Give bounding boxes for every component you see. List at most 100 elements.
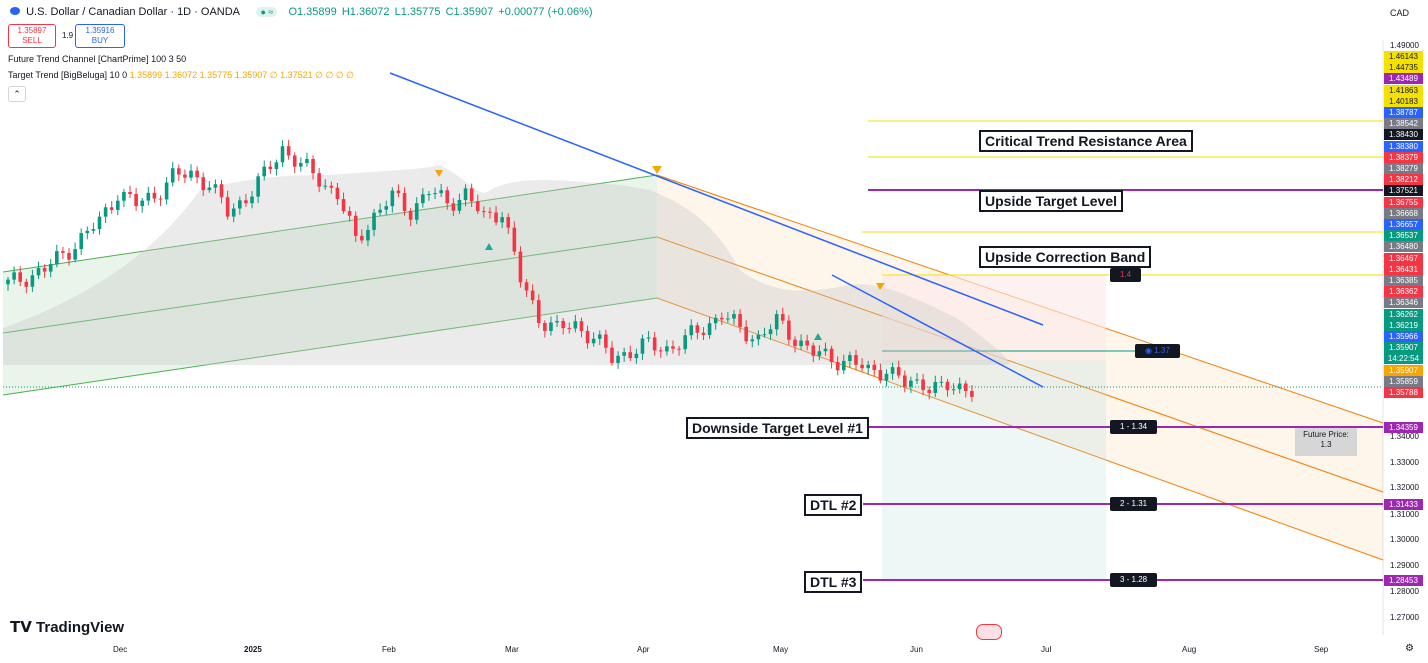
candle-body <box>390 190 395 207</box>
buy-button[interactable]: 1.35916 BUY <box>75 24 125 48</box>
critical-resistance-label[interactable]: Critical Trend Resistance Area <box>979 130 1193 152</box>
candle-body <box>549 322 553 331</box>
candle-body <box>726 318 730 320</box>
candle-body <box>719 317 724 320</box>
indicator-future-trend[interactable]: Future Trend Channel [ChartPrime] 100 3 … <box>8 54 187 64</box>
tag-1-4: 1.4 <box>1110 268 1142 282</box>
candle-body <box>329 185 334 188</box>
target-trend-cloud <box>3 165 1010 365</box>
candle-body <box>774 314 779 330</box>
candle-body <box>280 146 285 163</box>
candle-body <box>634 353 639 359</box>
ohlc-change: +0.00077 (+0.06%) <box>498 6 593 18</box>
price-axis-label: 14:22:54 <box>1384 353 1423 365</box>
uptrend-channel-top <box>2 174 658 273</box>
candle-body <box>353 215 358 236</box>
price-axis-label: 1.36385 <box>1384 275 1423 286</box>
time-tick: 2025 <box>244 645 262 654</box>
symbol-title[interactable]: U.S. Dollar / Canadian Dollar · 1D · OAN… <box>26 6 240 18</box>
downside-target-1-label[interactable]: Downside Target Level #1 <box>686 417 869 439</box>
future-price-value: 1.3 <box>1320 440 1332 449</box>
level-label-1: 1.34359 <box>1384 422 1423 433</box>
candle-body <box>201 177 206 191</box>
uptrend-channel-mid <box>2 236 658 334</box>
marker-up-2 <box>814 333 822 340</box>
ohlc-close: C1.35907 <box>445 6 494 18</box>
price-axis-label: 1.35966 <box>1384 331 1423 342</box>
candle-body <box>274 162 279 170</box>
price-axis-label: 1.36431 <box>1384 263 1423 275</box>
price-axis-label: 1.36346 <box>1384 297 1423 309</box>
candle-body <box>268 166 273 170</box>
candle-body <box>768 329 773 335</box>
candle-body <box>286 146 291 156</box>
upside-target-label[interactable]: Upside Target Level <box>979 190 1124 212</box>
price-axis-label: 1.35788 <box>1384 387 1423 398</box>
candle-body <box>475 201 480 212</box>
future-price-label: Future Price: <box>1303 430 1349 439</box>
candle-body <box>841 360 846 371</box>
candle-body <box>494 212 498 223</box>
time-tick: Jul <box>1041 645 1052 654</box>
candle-body <box>128 191 132 194</box>
candle-body <box>518 251 523 283</box>
candle-body <box>713 317 718 324</box>
candle-body <box>134 193 138 207</box>
time-tick: Feb <box>382 645 396 654</box>
candle-body <box>780 314 785 321</box>
sell-button[interactable]: 1.35897 SELL <box>8 24 56 48</box>
candle-body <box>610 347 614 363</box>
settings-icon[interactable]: ⚙ <box>1405 643 1414 654</box>
symbol-header: U.S. Dollar / Canadian Dollar · 1D · OAN… <box>10 6 595 18</box>
projection-zone-lower <box>882 360 1106 582</box>
candle-body <box>677 348 681 350</box>
candle-body <box>183 174 187 178</box>
candle-body <box>488 211 492 213</box>
upside-correction-label[interactable]: Upside Correction Band <box>979 246 1152 268</box>
price-tick: 1.31000 <box>1390 510 1419 519</box>
events-flag-icon[interactable] <box>976 624 1002 640</box>
candle-body <box>805 340 809 346</box>
candle-body <box>18 272 23 282</box>
price-axis-label: 1.38212 <box>1384 174 1423 186</box>
candle-body <box>463 188 468 200</box>
indicator-target-trend[interactable]: Target Trend [BigBeluga] 10 0 1.35899 1.… <box>8 70 354 81</box>
candle-body <box>890 367 895 374</box>
dtl-3-label[interactable]: DTL #3 <box>804 571 863 593</box>
ohlc-low: L1.35775 <box>394 6 441 18</box>
candle-body <box>347 211 352 216</box>
candle-body <box>55 251 59 265</box>
candle-body <box>439 190 443 194</box>
candle-body <box>506 217 511 228</box>
candle-body <box>146 192 151 201</box>
candle-body <box>219 184 224 198</box>
candle-body <box>671 346 675 349</box>
candle-body <box>414 203 419 220</box>
candle-body <box>421 194 425 204</box>
price-tick: 1.29000 <box>1390 561 1419 570</box>
candle-body <box>579 321 584 331</box>
dtl-2-label[interactable]: DTL #2 <box>804 494 863 516</box>
price-axis-label: 1.43489 <box>1384 73 1423 85</box>
candle-body <box>622 352 626 356</box>
buy-label: BUY <box>91 36 109 45</box>
candle-body <box>244 200 248 204</box>
candle-body <box>396 190 401 194</box>
future-channel-fill <box>657 175 1383 560</box>
tag-target-2: 2 - 1.31 <box>1110 497 1158 511</box>
market-status-icon[interactable]: ● ≈ <box>256 7 278 17</box>
currency-label[interactable]: CAD <box>1390 8 1410 18</box>
marker-down-3 <box>876 283 885 290</box>
candle-body <box>604 334 608 348</box>
candle-body <box>573 321 578 329</box>
collapse-indicators-button[interactable]: ⌃ <box>8 86 26 102</box>
candle-body <box>213 184 218 188</box>
candle-body <box>738 314 742 327</box>
price-tick: 1.27000 <box>1390 613 1419 622</box>
candle-body <box>469 188 474 202</box>
future-channel-bottom <box>656 297 1384 561</box>
candle-body <box>317 173 321 187</box>
ohlc-high: H1.36072 <box>341 6 390 18</box>
time-tick: Sep <box>1314 645 1329 654</box>
